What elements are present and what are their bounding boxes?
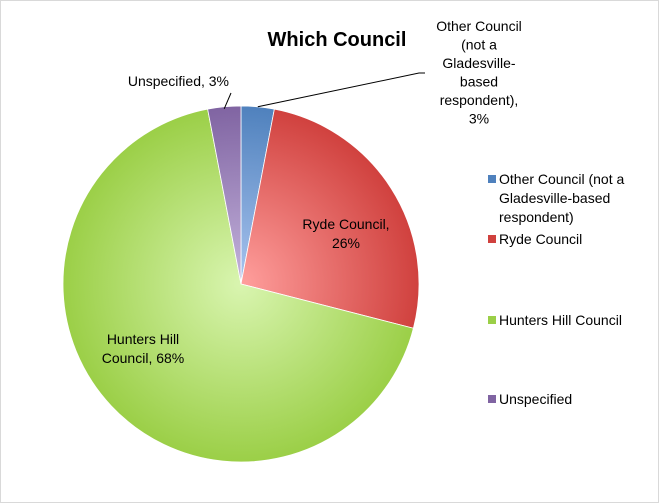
legend-label-other-council-not-a-gladesville-based-respondent: Other Council (not a Gladesville-based res… (499, 171, 624, 225)
data-label-ryde-council: Ryde Council, 26% (302, 216, 389, 251)
legend-swatch-hunters-hill-council (488, 316, 496, 324)
legend-label-unspecified: Unspecified (499, 391, 572, 407)
legend-label-hunters-hill-council: Hunters Hill Council (499, 312, 622, 328)
chart-title: Which Council (268, 29, 407, 51)
data-label-other-council-not-a-gladesville-based-respondent: Other Council (not a Gladesville-based resp… (436, 18, 522, 127)
pie-slice-unspecified (207, 105, 242, 285)
leader-lines (223, 72, 425, 109)
pie-slice-ryde-council (240, 108, 420, 329)
leader-line-other-council-not-a-gladesville-based-respondent (257, 72, 425, 108)
legend: Other Council (not a Gladesville-based res… (488, 171, 624, 407)
leader-line-unspecified (223, 92, 232, 109)
pie-slice-hunters-hill-council (62, 108, 414, 463)
legend-label-ryde-council: Ryde Council (499, 231, 582, 247)
legend-swatch-ryde-council (488, 235, 496, 243)
data-label-hunters-hill-council: Hunters Hill Council, 68% (102, 331, 185, 366)
legend-swatch-other-council-not-a-gladesville-based-respondent (488, 175, 496, 183)
data-labels: Other Council (not a Gladesville-based resp… (102, 18, 522, 366)
legend-swatch-unspecified (488, 395, 496, 403)
pie-slices (62, 105, 420, 463)
data-label-unspecified: Unspecified, 3% (128, 73, 229, 89)
